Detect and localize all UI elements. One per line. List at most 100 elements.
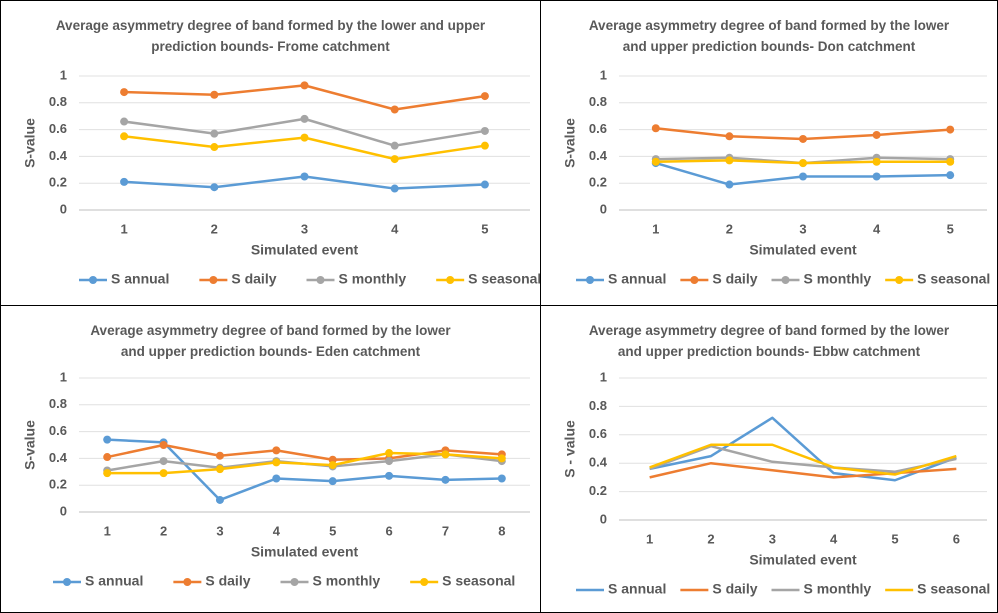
x-tick-label: 7 [442, 523, 449, 538]
chart-title: Average asymmetry degree of band formed … [588, 323, 950, 359]
point [799, 172, 807, 181]
y-tick-label: 0.4 [589, 148, 608, 163]
x-tick-label: 1 [120, 221, 127, 236]
legend-marker [690, 276, 699, 284]
y-tick-label: 0.2 [49, 175, 67, 190]
legend-label: S annual [608, 271, 666, 287]
y-tick-label: 0.4 [49, 450, 68, 465]
y-tick-label: 1 [60, 67, 67, 82]
x-tick-label: 3 [799, 221, 806, 236]
legend-label: S monthly [313, 573, 381, 589]
point [385, 457, 394, 466]
plot: 0 0.2 0.4 0.6 0.8 1 S-value 1 2 3 4 5 Simulated even… [22, 67, 540, 287]
legend-label: S annual [111, 271, 169, 287]
point [159, 441, 168, 449]
point [272, 458, 281, 467]
y-tick-label: 0.4 [589, 455, 608, 470]
point [120, 88, 129, 97]
point [103, 469, 112, 478]
y-tick-label: 0.6 [49, 423, 67, 438]
legend-marker [781, 276, 790, 284]
point [159, 457, 168, 466]
legend-label: S annual [85, 573, 143, 589]
legend-label: S seasonal [917, 271, 990, 287]
point [272, 474, 281, 483]
y-tick-label: 0.8 [589, 94, 607, 109]
y-axis-title: S - value [562, 420, 578, 478]
x-tick-label: 3 [769, 531, 776, 546]
x-tick-label: 3 [216, 523, 223, 538]
point [390, 184, 399, 193]
point [210, 90, 219, 99]
point [480, 141, 489, 150]
point [872, 157, 881, 166]
y-tick-label: 0 [600, 511, 607, 526]
chart-panel: Average asymmetry degree of band formed … [0, 0, 541, 306]
legend-label: S monthly [804, 271, 872, 287]
legend-marker [89, 276, 97, 284]
x-tick-label: 1 [652, 221, 659, 236]
point [210, 183, 219, 192]
point [120, 132, 129, 141]
y-tick-label: 1 [600, 369, 607, 384]
legend-label: S daily [712, 271, 757, 287]
y-tick-label: 0.4 [49, 148, 68, 163]
point [120, 177, 129, 186]
x-axis-title: Simulated event [251, 544, 359, 560]
legend-marker [290, 578, 299, 586]
plot: 0 0.2 0.4 0.6 0.8 1 S-value 1 2 3 4 5 6 7 8 Simulated e… [22, 369, 530, 589]
point [497, 474, 506, 483]
point [872, 130, 881, 139]
y-tick-label: 1 [60, 369, 67, 384]
point [872, 172, 881, 181]
point [159, 469, 168, 478]
chart-title: Average asymmetry degree of band formed … [588, 18, 950, 54]
series-line [649, 416, 957, 482]
legend-label: S seasonal [917, 581, 990, 597]
chart-panel: Average asymmetry degree of band formed … [0, 305, 541, 613]
series-line [107, 438, 502, 502]
series-line [649, 444, 957, 473]
point [328, 477, 337, 486]
point [480, 92, 489, 101]
x-tick-label: 2 [160, 523, 167, 538]
point [103, 453, 112, 462]
legend-marker [420, 578, 429, 586]
point [120, 117, 129, 126]
x-tick-label: 6 [953, 531, 960, 546]
x-tick-label: 4 [391, 221, 399, 236]
point [385, 449, 394, 458]
y-tick-label: 0 [60, 503, 67, 518]
point [441, 450, 450, 459]
legend-marker [209, 276, 218, 284]
y-tick-label: 0.6 [589, 426, 607, 441]
point [725, 180, 734, 189]
legend-label: S seasonal [442, 573, 515, 589]
y-tick-label: 0.6 [589, 121, 607, 136]
legend-marker [446, 276, 455, 284]
legend-label: S daily [231, 271, 276, 287]
point [272, 446, 281, 455]
legend-label: S seasonal [468, 271, 540, 287]
x-tick-label: 1 [646, 531, 653, 546]
y-tick-label: 0.2 [589, 175, 607, 190]
point [300, 81, 309, 90]
x-axis-title: Simulated event [749, 242, 857, 258]
point [651, 124, 660, 133]
y-tick-label: 0 [600, 201, 607, 216]
x-tick-label: 5 [481, 221, 488, 236]
y-tick-label: 0.2 [49, 477, 67, 492]
x-tick-label: 2 [726, 221, 733, 236]
y-tick-label: 1 [600, 67, 607, 82]
point [103, 435, 112, 444]
x-tick-label: 4 [830, 531, 838, 546]
x-tick-label: 6 [385, 523, 392, 538]
legend-marker [895, 276, 904, 284]
x-tick-label: 4 [273, 523, 281, 538]
point [799, 159, 807, 168]
chart-title: Average asymmetry degree of band formed … [90, 323, 451, 359]
chart-panel: Average asymmetry degree of band formed … [540, 0, 998, 306]
x-tick-label: 5 [329, 523, 336, 538]
series-line [106, 443, 502, 461]
